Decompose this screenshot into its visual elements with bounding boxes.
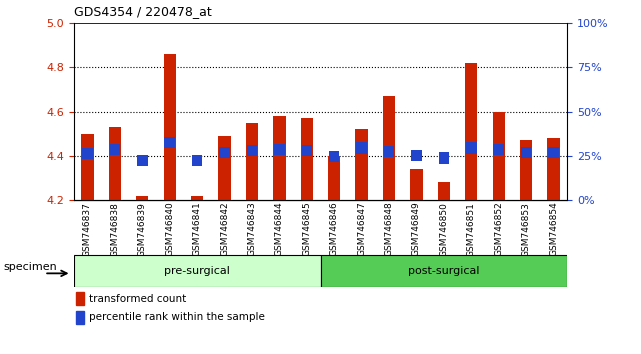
Bar bbox=[109, 127, 121, 200]
Text: transformed count: transformed count bbox=[88, 293, 186, 304]
Text: GSM746853: GSM746853 bbox=[522, 202, 531, 257]
Bar bbox=[274, 144, 285, 155]
Bar bbox=[136, 196, 149, 200]
Text: GSM746851: GSM746851 bbox=[467, 202, 476, 257]
Text: GSM746850: GSM746850 bbox=[439, 202, 449, 257]
Bar bbox=[81, 134, 94, 200]
Text: GSM746839: GSM746839 bbox=[138, 202, 147, 257]
Text: specimen: specimen bbox=[4, 262, 58, 272]
Text: GSM746844: GSM746844 bbox=[275, 202, 284, 256]
Bar bbox=[438, 182, 450, 200]
Bar bbox=[76, 311, 84, 324]
Bar bbox=[320, 255, 567, 287]
Bar bbox=[548, 147, 559, 158]
Bar bbox=[521, 147, 531, 158]
Text: pre-surgical: pre-surgical bbox=[164, 266, 230, 276]
Bar bbox=[547, 138, 560, 200]
Text: GSM746847: GSM746847 bbox=[357, 202, 366, 256]
Bar bbox=[465, 63, 478, 200]
Bar bbox=[192, 155, 203, 166]
Text: GSM746843: GSM746843 bbox=[247, 202, 256, 256]
Bar bbox=[273, 116, 285, 200]
Bar bbox=[247, 145, 257, 156]
Bar bbox=[74, 255, 320, 287]
Text: GSM746854: GSM746854 bbox=[549, 202, 558, 256]
Bar bbox=[410, 169, 422, 200]
Text: percentile rank within the sample: percentile rank within the sample bbox=[88, 312, 265, 322]
Bar bbox=[301, 145, 312, 156]
Text: GSM746841: GSM746841 bbox=[192, 202, 202, 256]
Bar bbox=[328, 156, 340, 200]
Bar bbox=[466, 143, 476, 154]
Bar bbox=[438, 153, 449, 164]
Bar bbox=[219, 136, 231, 200]
Bar bbox=[383, 96, 395, 200]
Text: GSM746842: GSM746842 bbox=[220, 202, 229, 256]
Text: GSM746848: GSM746848 bbox=[385, 202, 394, 256]
Bar bbox=[384, 146, 394, 157]
Bar bbox=[246, 122, 258, 200]
Bar bbox=[329, 152, 340, 162]
Bar bbox=[301, 118, 313, 200]
Bar bbox=[110, 144, 120, 155]
Bar bbox=[356, 129, 368, 200]
Bar bbox=[137, 155, 147, 166]
Text: GSM746840: GSM746840 bbox=[165, 202, 174, 256]
Bar bbox=[163, 54, 176, 200]
Text: GSM746849: GSM746849 bbox=[412, 202, 421, 256]
Bar bbox=[76, 292, 84, 305]
Text: GSM746852: GSM746852 bbox=[494, 202, 503, 256]
Bar bbox=[520, 140, 532, 200]
Text: GSM746846: GSM746846 bbox=[329, 202, 338, 256]
Text: GSM746837: GSM746837 bbox=[83, 202, 92, 257]
Text: GSM746845: GSM746845 bbox=[303, 202, 312, 256]
Bar bbox=[494, 144, 504, 155]
Bar bbox=[492, 112, 505, 200]
Bar bbox=[82, 148, 93, 159]
Text: GSM746838: GSM746838 bbox=[110, 202, 119, 257]
Bar bbox=[412, 150, 422, 161]
Text: GDS4354 / 220478_at: GDS4354 / 220478_at bbox=[74, 5, 212, 18]
Bar bbox=[356, 143, 367, 154]
Bar bbox=[191, 196, 203, 200]
Bar bbox=[219, 147, 229, 158]
Bar bbox=[165, 137, 175, 148]
Text: post-surgical: post-surgical bbox=[408, 266, 479, 276]
